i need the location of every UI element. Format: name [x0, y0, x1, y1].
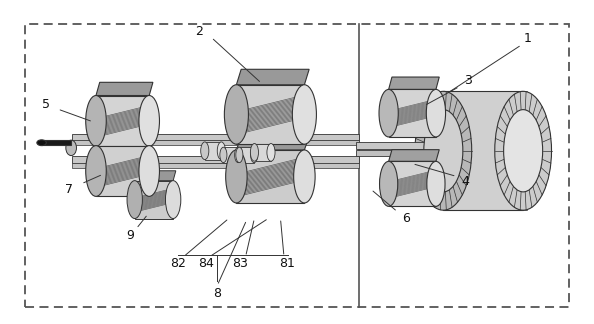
- Text: 2: 2: [195, 25, 203, 39]
- Polygon shape: [254, 144, 271, 161]
- Text: 82: 82: [170, 257, 185, 270]
- Ellipse shape: [504, 110, 543, 192]
- Polygon shape: [96, 96, 149, 146]
- Polygon shape: [72, 156, 359, 163]
- Polygon shape: [356, 150, 442, 156]
- Text: 3: 3: [465, 74, 472, 87]
- Ellipse shape: [66, 140, 77, 156]
- Ellipse shape: [426, 89, 446, 137]
- Ellipse shape: [226, 150, 247, 203]
- Ellipse shape: [380, 161, 398, 206]
- Ellipse shape: [293, 150, 315, 203]
- Ellipse shape: [127, 181, 143, 218]
- Polygon shape: [72, 134, 359, 140]
- Ellipse shape: [225, 85, 248, 144]
- Polygon shape: [443, 91, 523, 210]
- Ellipse shape: [236, 147, 243, 163]
- Polygon shape: [236, 150, 304, 203]
- Polygon shape: [236, 136, 309, 150]
- Ellipse shape: [86, 96, 106, 146]
- Polygon shape: [236, 69, 309, 85]
- Polygon shape: [236, 85, 304, 144]
- Ellipse shape: [217, 142, 225, 160]
- Ellipse shape: [220, 147, 227, 163]
- Ellipse shape: [251, 147, 258, 163]
- Ellipse shape: [292, 85, 317, 144]
- Text: 83: 83: [232, 257, 248, 270]
- Text: 81: 81: [279, 257, 295, 270]
- Polygon shape: [388, 89, 436, 137]
- Text: 8: 8: [213, 286, 221, 300]
- Polygon shape: [72, 140, 359, 145]
- Text: 1: 1: [524, 32, 532, 45]
- Ellipse shape: [250, 144, 258, 161]
- Polygon shape: [42, 140, 71, 145]
- Ellipse shape: [379, 89, 398, 137]
- Polygon shape: [388, 161, 436, 206]
- Polygon shape: [388, 77, 439, 89]
- Text: 5: 5: [42, 98, 50, 111]
- Polygon shape: [96, 145, 149, 196]
- Ellipse shape: [424, 110, 463, 192]
- Text: 7: 7: [65, 183, 74, 196]
- Ellipse shape: [267, 144, 275, 161]
- Polygon shape: [135, 171, 176, 181]
- Ellipse shape: [427, 161, 445, 206]
- Ellipse shape: [166, 181, 181, 218]
- Ellipse shape: [201, 142, 209, 160]
- Polygon shape: [72, 163, 359, 168]
- Polygon shape: [96, 133, 153, 145]
- Ellipse shape: [139, 145, 159, 196]
- Polygon shape: [223, 147, 238, 163]
- Text: 4: 4: [462, 175, 469, 188]
- Polygon shape: [205, 142, 222, 160]
- Text: 84: 84: [198, 257, 214, 270]
- Text: 9: 9: [127, 229, 134, 242]
- Ellipse shape: [86, 145, 106, 196]
- Polygon shape: [356, 143, 442, 149]
- Ellipse shape: [139, 96, 159, 146]
- Ellipse shape: [235, 147, 242, 163]
- Polygon shape: [388, 150, 439, 161]
- Polygon shape: [135, 181, 173, 218]
- Ellipse shape: [37, 140, 46, 145]
- Ellipse shape: [415, 91, 472, 210]
- Polygon shape: [96, 82, 153, 96]
- Ellipse shape: [495, 91, 551, 210]
- Polygon shape: [239, 147, 254, 163]
- Text: 6: 6: [403, 212, 410, 225]
